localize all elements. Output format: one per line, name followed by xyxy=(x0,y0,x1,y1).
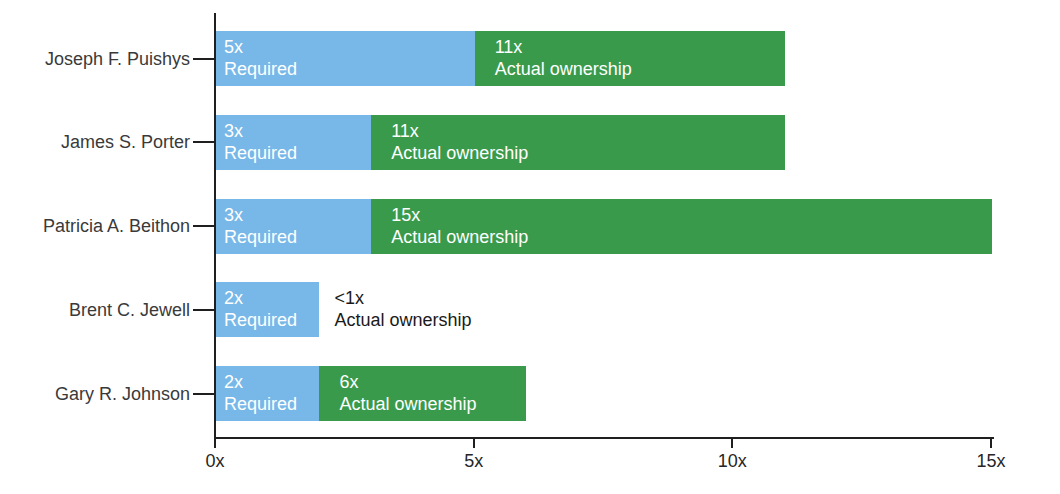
category-label: Brent C. Jewell xyxy=(0,299,190,321)
x-axis-tick-label: 0x xyxy=(185,451,245,471)
required-series-label: Required xyxy=(224,226,297,248)
actual-series-label: Actual ownership xyxy=(391,142,528,164)
actual-series-label: Actual ownership xyxy=(334,309,471,331)
y-axis-tick xyxy=(193,393,216,395)
category-label: Patricia A. Beithon xyxy=(0,215,190,237)
required-value-label: 3x xyxy=(224,204,297,226)
actual-ownership-bar: 6xActual ownership xyxy=(319,366,526,421)
actual-ownership-bar: 11xActual ownership xyxy=(371,115,785,170)
stock-ownership-chart: Joseph F. Puishys5xRequired11xActual own… xyxy=(0,0,1060,494)
required-value-label: 3x xyxy=(224,120,297,142)
actual-value-label: <1x xyxy=(334,287,471,309)
required-bar-label: 2xRequired xyxy=(224,287,297,331)
y-axis-tick xyxy=(193,141,216,143)
actual-series-label: Actual ownership xyxy=(391,226,528,248)
x-axis-tick xyxy=(731,439,733,448)
x-axis-tick xyxy=(473,439,475,448)
y-axis-tick xyxy=(193,58,216,60)
actual-bar-label: 11xActual ownership xyxy=(391,120,528,164)
actual-bar-label: 11xActual ownership xyxy=(495,36,632,80)
x-axis-tick-label: 15x xyxy=(961,451,1021,471)
actual-bar-label: 6xActual ownership xyxy=(339,371,476,415)
required-bar: 3xRequired xyxy=(216,115,371,170)
required-bar-label: 3xRequired xyxy=(224,204,297,248)
actual-value-label: 11x xyxy=(495,36,632,58)
x-axis-line xyxy=(214,437,994,439)
actual-bar-label: 15xActual ownership xyxy=(391,204,528,248)
required-bar-label: 5xRequired xyxy=(224,36,297,80)
actual-value-label: 15x xyxy=(391,204,528,226)
actual-series-label: Actual ownership xyxy=(339,393,476,415)
y-axis-tick xyxy=(193,225,216,227)
category-label: Joseph F. Puishys xyxy=(0,48,190,70)
required-series-label: Required xyxy=(224,58,297,80)
actual-series-label: Actual ownership xyxy=(495,58,632,80)
category-label: James S. Porter xyxy=(0,131,190,153)
required-bar-label: 3xRequired xyxy=(224,120,297,164)
required-series-label: Required xyxy=(224,142,297,164)
actual-value-label: 11x xyxy=(391,120,528,142)
required-series-label: Required xyxy=(224,309,297,331)
actual-ownership-bar: 15xActual ownership xyxy=(371,199,992,254)
required-value-label: 5x xyxy=(224,36,297,58)
x-axis-tick-label: 5x xyxy=(444,451,504,471)
required-series-label: Required xyxy=(224,393,297,415)
actual-value-label: 6x xyxy=(339,371,476,393)
required-bar-label: 2xRequired xyxy=(224,371,297,415)
y-axis-tick xyxy=(193,309,216,311)
x-axis-tick xyxy=(990,439,992,448)
required-bar: 3xRequired xyxy=(216,199,371,254)
required-bar: 2xRequired xyxy=(216,366,319,421)
x-axis-tick-label: 10x xyxy=(702,451,762,471)
actual-ownership-bar: 11xActual ownership xyxy=(475,31,785,86)
required-value-label: 2x xyxy=(224,287,297,309)
category-label: Gary R. Johnson xyxy=(0,383,190,405)
required-bar: 5xRequired xyxy=(216,31,475,86)
required-bar: 2xRequired xyxy=(216,282,319,337)
actual-label-outside: <1xActual ownership xyxy=(334,287,471,331)
x-axis-tick xyxy=(214,439,216,448)
required-value-label: 2x xyxy=(224,371,297,393)
